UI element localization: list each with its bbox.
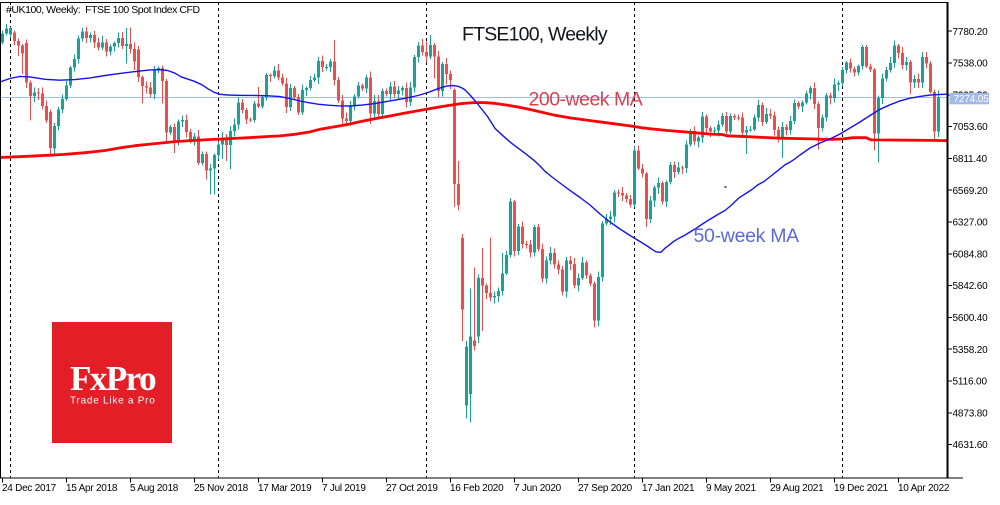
svg-text:4873.80: 4873.80 [953, 408, 989, 419]
svg-text:5600.40: 5600.40 [953, 313, 989, 324]
svg-text:5358.20: 5358.20 [953, 345, 989, 356]
svg-text:6084.80: 6084.80 [953, 249, 989, 260]
svg-text:6327.00: 6327.00 [953, 218, 989, 229]
svg-text:27 Sep 2020: 27 Sep 2020 [578, 483, 633, 494]
svg-text:Trade Like a Pro: Trade Like a Pro [70, 396, 156, 407]
svg-text:5842.60: 5842.60 [953, 281, 989, 292]
svg-text:29 Aug 2021: 29 Aug 2021 [770, 483, 824, 494]
svg-text:FxPro: FxPro [70, 359, 156, 398]
svg-text:7538.00: 7538.00 [953, 59, 989, 70]
svg-text:27 Oct 2019: 27 Oct 2019 [386, 483, 438, 494]
svg-text:5116.00: 5116.00 [953, 377, 988, 388]
svg-text:7 Jun 2020: 7 Jun 2020 [514, 483, 562, 494]
svg-text:15 Apr 2018: 15 Apr 2018 [66, 483, 118, 494]
svg-text:9 May 2021: 9 May 2021 [706, 483, 756, 494]
svg-text:24 Dec 2017: 24 Dec 2017 [2, 483, 57, 494]
svg-text:17 Mar 2019: 17 Mar 2019 [258, 483, 312, 494]
svg-text:25 Nov 2018: 25 Nov 2018 [194, 483, 249, 494]
svg-text:7 Jul 2019: 7 Jul 2019 [322, 483, 366, 494]
svg-text:4631.60: 4631.60 [953, 440, 989, 451]
svg-text:7780.20: 7780.20 [953, 27, 989, 38]
svg-text:50-week MA: 50-week MA [694, 225, 800, 247]
svg-text:FTSE100, Weekly: FTSE100, Weekly [462, 24, 608, 46]
svg-text:6811.40: 6811.40 [953, 154, 988, 165]
svg-text:200-week MA: 200-week MA [529, 89, 643, 111]
svg-text:7053.60: 7053.60 [953, 122, 989, 133]
svg-text:10 Apr 2022: 10 Apr 2022 [898, 483, 950, 494]
svg-text:#UK100, Weekly: FTSE 100 Spot: #UK100, Weekly: FTSE 100 Spot Index CFD [6, 4, 201, 16]
svg-text:17 Jan 2021: 17 Jan 2021 [642, 483, 695, 494]
svg-text:19 Dec 2021: 19 Dec 2021 [834, 483, 889, 494]
svg-text:6569.20: 6569.20 [953, 186, 989, 197]
svg-text:5 Aug 2018: 5 Aug 2018 [130, 483, 179, 494]
svg-text:16 Feb 2020: 16 Feb 2020 [450, 483, 504, 494]
svg-text:7274.05: 7274.05 [954, 94, 990, 105]
